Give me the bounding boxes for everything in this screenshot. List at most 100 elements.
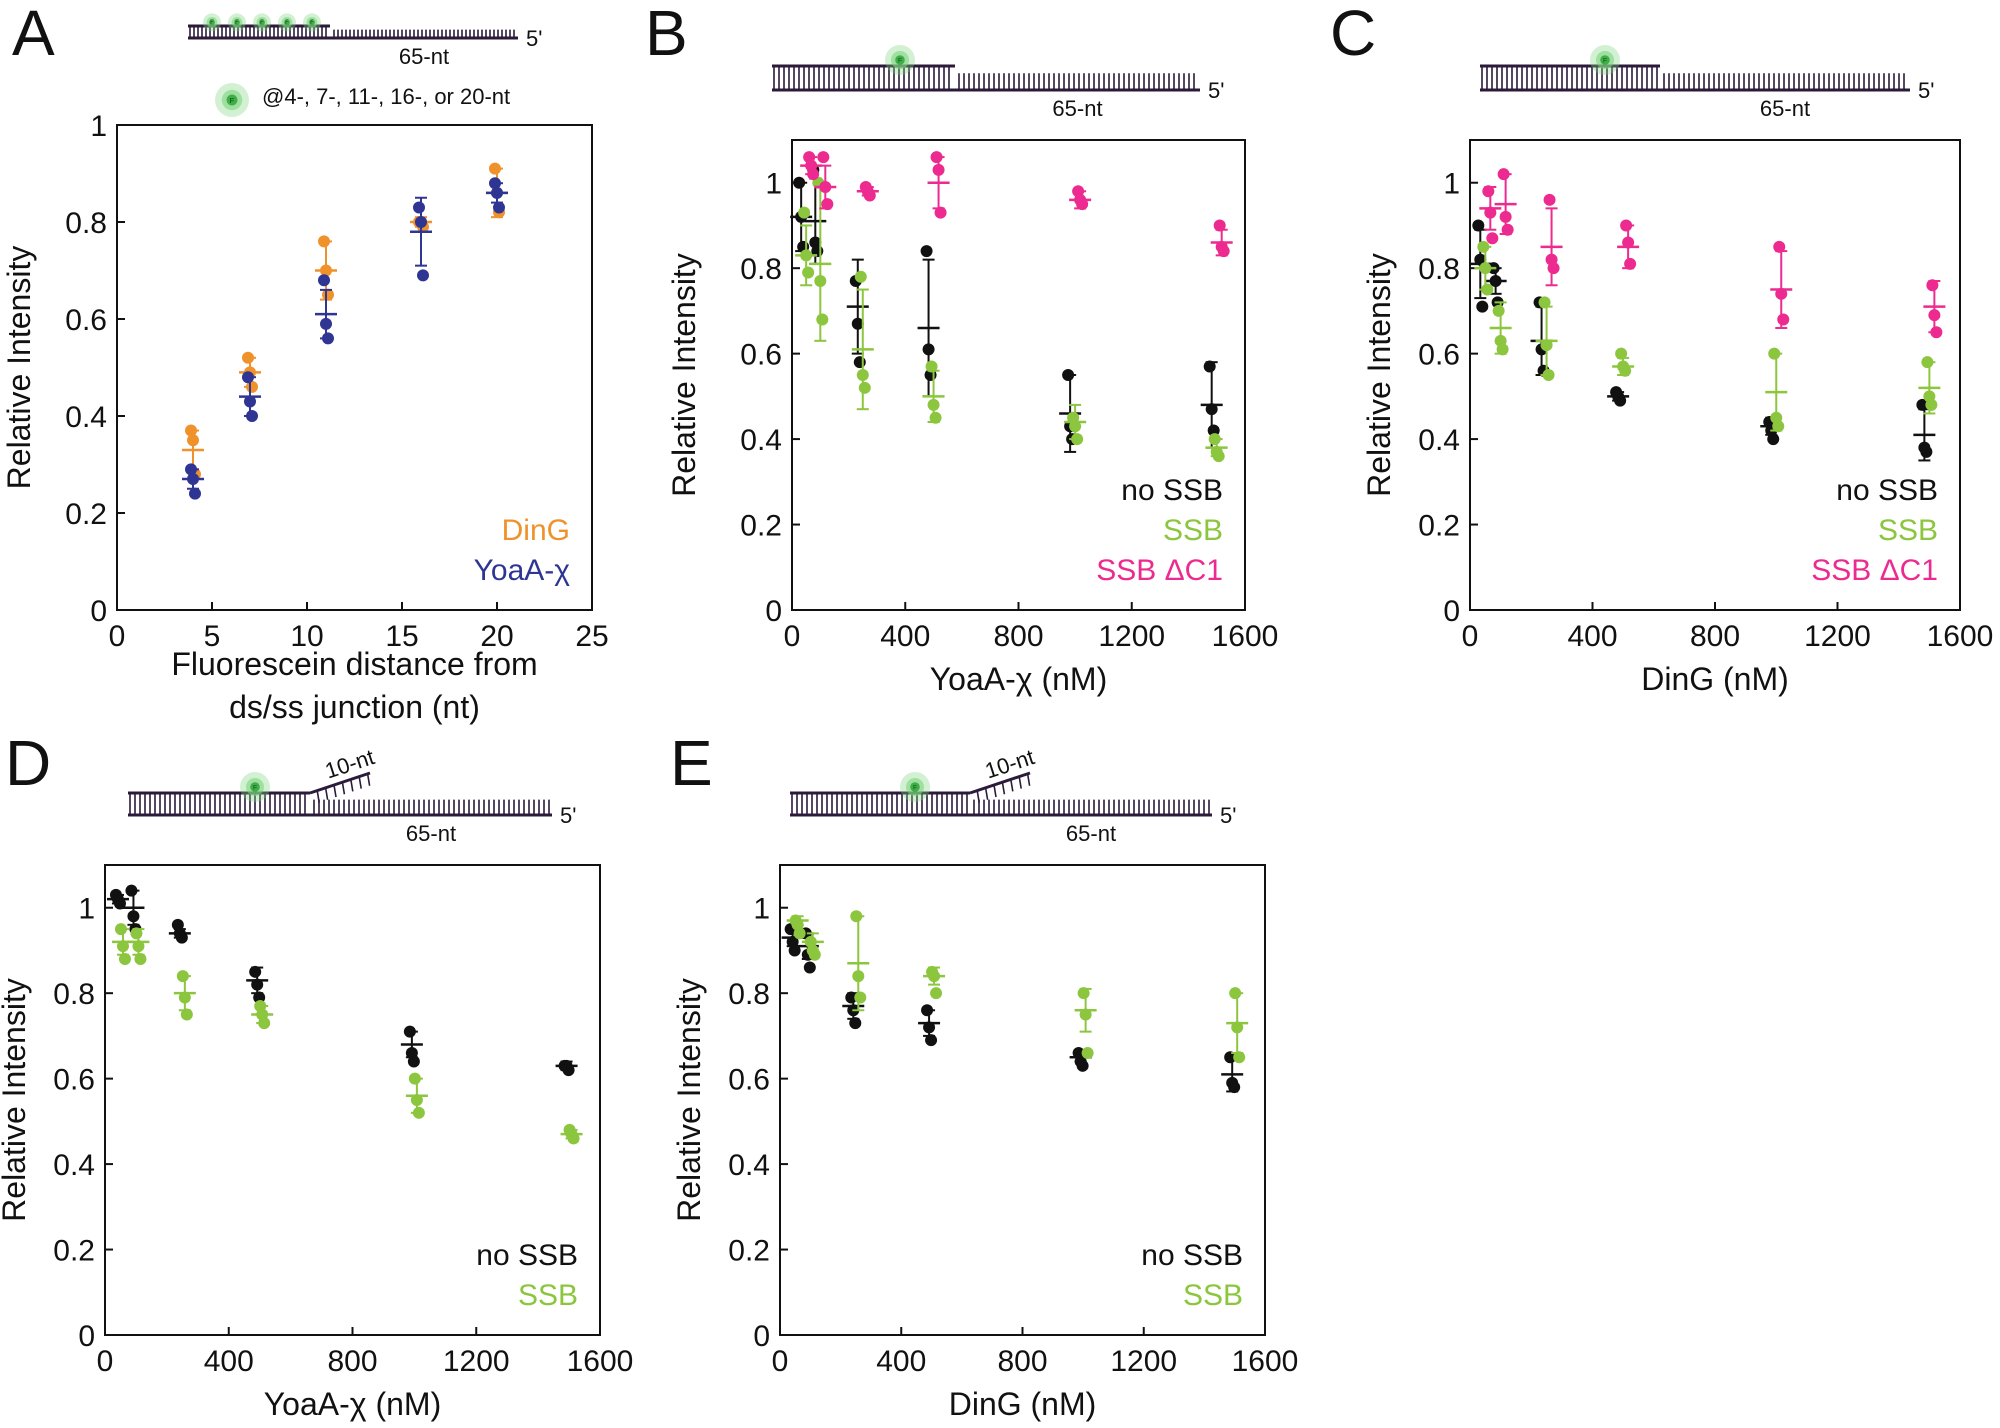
data-point — [845, 991, 858, 1004]
data-point — [410, 1094, 423, 1106]
y-tick-label: 0 — [1443, 595, 1460, 628]
fluor-core — [209, 19, 215, 26]
x-tick-label: 1200 — [1110, 1345, 1177, 1378]
data-point — [798, 206, 811, 219]
x-tick-label: 0 — [97, 1345, 114, 1378]
data-point — [852, 970, 865, 983]
x-tick-label: 0 — [1462, 620, 1479, 653]
plot-frame — [116, 124, 593, 611]
x-axis-title: Fluorescein distance from — [171, 646, 537, 682]
y-tick-label: 0.6 — [728, 1064, 770, 1097]
legend: no SSB SSB — [476, 1239, 578, 1312]
base-ticks — [1663, 73, 1905, 90]
y-axis-title: Relative Intensity — [1, 246, 37, 490]
data-point — [1217, 245, 1230, 258]
fluor-core — [895, 55, 905, 65]
fluorescein-icon: F — [1590, 45, 1620, 75]
base-ticks — [189, 26, 327, 38]
y-axis-title: Relative Intensity — [0, 978, 32, 1222]
data-point — [1622, 236, 1635, 249]
data-point — [1203, 360, 1216, 373]
data-point — [246, 410, 258, 422]
data-point — [793, 176, 806, 189]
data-point — [930, 987, 943, 1000]
x-tick-label: 0 — [772, 1345, 789, 1378]
data-point — [1484, 206, 1497, 219]
legend-entry: SSB — [1183, 1279, 1243, 1312]
series-no-ssb — [1469, 219, 1936, 462]
y-tick-label: 0.8 — [728, 978, 770, 1011]
base-ticks — [773, 66, 950, 90]
x-axis-title: YoaA-χ (nM) — [930, 661, 1107, 697]
data-point — [929, 411, 942, 424]
x-axis-title: ds/ss junction (nt) — [229, 689, 480, 725]
x-axis-title: DinG (nM) — [949, 1386, 1097, 1422]
x-tick-label: 1600 — [567, 1345, 634, 1378]
data-point — [1213, 219, 1226, 232]
data-point — [807, 168, 820, 181]
y-tick-label: 0.4 — [65, 401, 107, 434]
data-point — [1542, 369, 1555, 381]
data-point — [849, 1017, 862, 1030]
data-point — [189, 487, 201, 500]
data-point — [1062, 369, 1075, 381]
data-point — [244, 395, 256, 408]
y-tick-label: 0.8 — [740, 253, 782, 286]
y-tick-label: 0 — [753, 1320, 770, 1353]
data-point — [113, 897, 126, 910]
data-point — [803, 961, 816, 974]
data-point — [814, 275, 827, 287]
series-no-ssb — [790, 163, 1223, 453]
data-point — [925, 360, 938, 373]
data-point — [930, 151, 943, 164]
data-point — [1928, 309, 1941, 322]
legend-entry: no SSB — [1141, 1239, 1243, 1272]
y-tick-label: 0.4 — [53, 1149, 95, 1182]
x-tick-label: 400 — [876, 1345, 926, 1378]
data-point — [1538, 296, 1551, 309]
data-point — [851, 317, 864, 330]
data-point — [1775, 287, 1788, 300]
data-point — [1543, 193, 1556, 206]
diagram-c: F 65-nt 5' — [1480, 45, 1934, 121]
data-point — [934, 206, 947, 219]
diagram-a: F F F F F 65-nt 5' — [188, 13, 542, 69]
x-tick-label: 1600 — [1212, 620, 1279, 653]
data-point — [1615, 347, 1628, 360]
data-point — [863, 189, 876, 202]
y-tick-label: 1 — [90, 110, 107, 143]
data-point — [134, 953, 147, 965]
data-point — [408, 1072, 421, 1085]
data-point — [1492, 304, 1505, 317]
legend-entry: SSB — [1163, 514, 1223, 547]
series-ssb — [786, 910, 1249, 1064]
data-point — [1767, 433, 1780, 446]
data-point — [853, 356, 866, 369]
data-point — [1077, 987, 1090, 1000]
flap-strand — [969, 771, 1031, 795]
x-tick-label: 400 — [204, 1345, 254, 1378]
data-point — [1076, 1059, 1089, 1072]
y-tick-label: 0.6 — [53, 1064, 95, 1097]
fluorescein-icon: F — [278, 13, 296, 32]
y-axis-title: Relative Intensity — [666, 253, 702, 497]
y-tick-label: 0.2 — [728, 1235, 770, 1268]
fluorescein-icon: F — [228, 13, 246, 32]
data-point — [176, 970, 189, 983]
fluor-core — [250, 782, 260, 792]
legend-entry: SSB ΔC1 — [1096, 554, 1223, 587]
data-point — [1930, 326, 1943, 339]
series-ssb — [795, 176, 1228, 463]
series-ssb — [111, 923, 583, 1145]
x-tick-label: 800 — [1690, 620, 1740, 653]
fluor-core — [910, 782, 920, 792]
data-point — [258, 1017, 271, 1030]
fluor-glyph: F — [260, 20, 264, 26]
diagram-b: F 65-nt 5' — [772, 45, 1224, 121]
fluorescein-icon: F — [215, 83, 249, 117]
x-tick-label: 1600 — [1232, 1345, 1299, 1378]
panel-letter: C — [1330, 0, 1376, 69]
legend-entry: no SSB — [1121, 474, 1223, 507]
diagram-e: 10-nt F 65-nt 5' — [790, 744, 1236, 846]
y-tick-label: 0.2 — [65, 498, 107, 531]
